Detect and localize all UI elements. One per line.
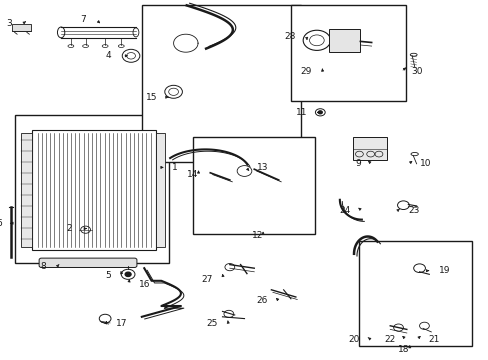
Text: 27: 27 [201,274,212,284]
Text: 14: 14 [187,170,198,179]
Bar [156,133,165,247]
Bar [359,241,471,346]
Text: 29: 29 [300,68,311,77]
Text: 6: 6 [0,219,2,228]
Bar [193,137,315,234]
Text: 1: 1 [172,163,178,172]
Text: 23: 23 [407,206,419,215]
Text: 18: 18 [397,346,409,354]
Text: 30: 30 [411,68,423,77]
Circle shape [125,272,131,276]
Text: 20: 20 [347,335,359,343]
Bar [12,24,31,31]
Text: 4: 4 [105,51,111,60]
Text: 22: 22 [383,335,394,343]
Bar [21,133,32,247]
Text: 2: 2 [66,224,72,233]
Bar [32,130,156,250]
Bar [328,29,360,52]
Text: 5: 5 [105,271,111,280]
Text: 13: 13 [256,163,268,172]
Text: 11: 11 [295,108,306,117]
Text: 21: 21 [427,335,438,343]
Text: 16: 16 [139,280,151,289]
Text: 24: 24 [339,206,350,215]
Text: 19: 19 [438,266,450,275]
Bar [15,115,168,263]
Bar [142,5,300,162]
Text: 10: 10 [419,159,430,168]
FancyBboxPatch shape [39,258,137,267]
Text: 15: 15 [145,93,157,102]
Text: 12: 12 [251,231,263,240]
Text: 28: 28 [284,32,295,41]
Text: 9: 9 [354,159,360,168]
Bar [352,137,386,160]
Bar [290,5,405,101]
Text: 17: 17 [116,320,128,328]
Text: 7: 7 [80,15,85,24]
Text: 26: 26 [256,296,267,305]
Text: 8: 8 [41,262,46,271]
Text: 25: 25 [206,320,217,328]
Circle shape [318,111,322,114]
Text: 3: 3 [6,19,12,28]
